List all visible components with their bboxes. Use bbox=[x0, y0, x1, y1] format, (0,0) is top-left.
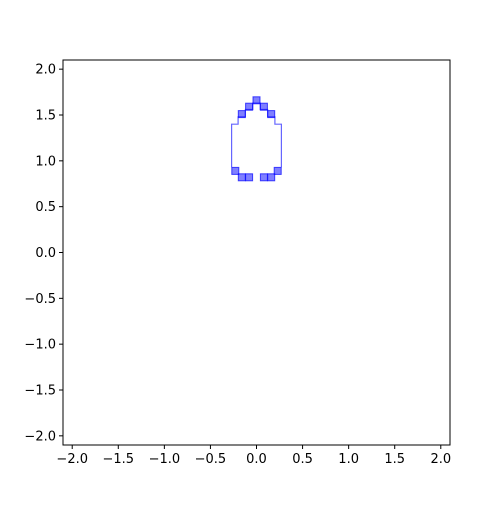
plot-layer bbox=[231, 96, 282, 182]
data-point-0 bbox=[231, 166, 240, 175]
y-tick-label: 2.0 bbox=[35, 63, 56, 78]
x-tick-label: −2.0 bbox=[56, 452, 88, 467]
y-tick-label: −1.0 bbox=[24, 338, 56, 353]
y-tick-label: 0.0 bbox=[35, 246, 56, 261]
data-point-4 bbox=[267, 173, 276, 182]
y-tick-label: −0.5 bbox=[24, 292, 56, 307]
data-point-7 bbox=[245, 102, 254, 111]
data-point-10 bbox=[267, 110, 276, 119]
x-tick-label: −1.5 bbox=[102, 452, 134, 467]
data-point-9 bbox=[259, 102, 268, 111]
y-tick-label: 1.5 bbox=[35, 109, 56, 124]
data-point-5 bbox=[273, 166, 282, 175]
x-tick-label: 0.5 bbox=[292, 452, 313, 467]
tick-layer: −2.0 −1.5 −1.0 −0.5 0.0 0.5 1.0 1.5 2.0−2.0−1.5−… bbox=[24, 63, 451, 467]
data-point-3 bbox=[259, 173, 268, 182]
y-tick-label: −1.5 bbox=[24, 384, 56, 399]
data-point-6 bbox=[237, 110, 246, 119]
data-point-1 bbox=[237, 173, 246, 182]
data-point-2 bbox=[245, 173, 254, 182]
y-tick-label: 0.5 bbox=[35, 200, 56, 215]
x-tick-label: 1.0 bbox=[338, 452, 359, 467]
data-point-8 bbox=[252, 96, 261, 105]
x-tick-label: −1.0 bbox=[149, 452, 181, 467]
x-tick-label: 2.0 bbox=[430, 452, 451, 467]
y-tick-label: −2.0 bbox=[24, 429, 56, 444]
x-tick-label: 1.5 bbox=[384, 452, 405, 467]
x-tick-label: −0.5 bbox=[195, 452, 227, 467]
y-tick-label: 1.0 bbox=[35, 154, 56, 169]
x-tick-label: 0.0 bbox=[246, 452, 267, 467]
